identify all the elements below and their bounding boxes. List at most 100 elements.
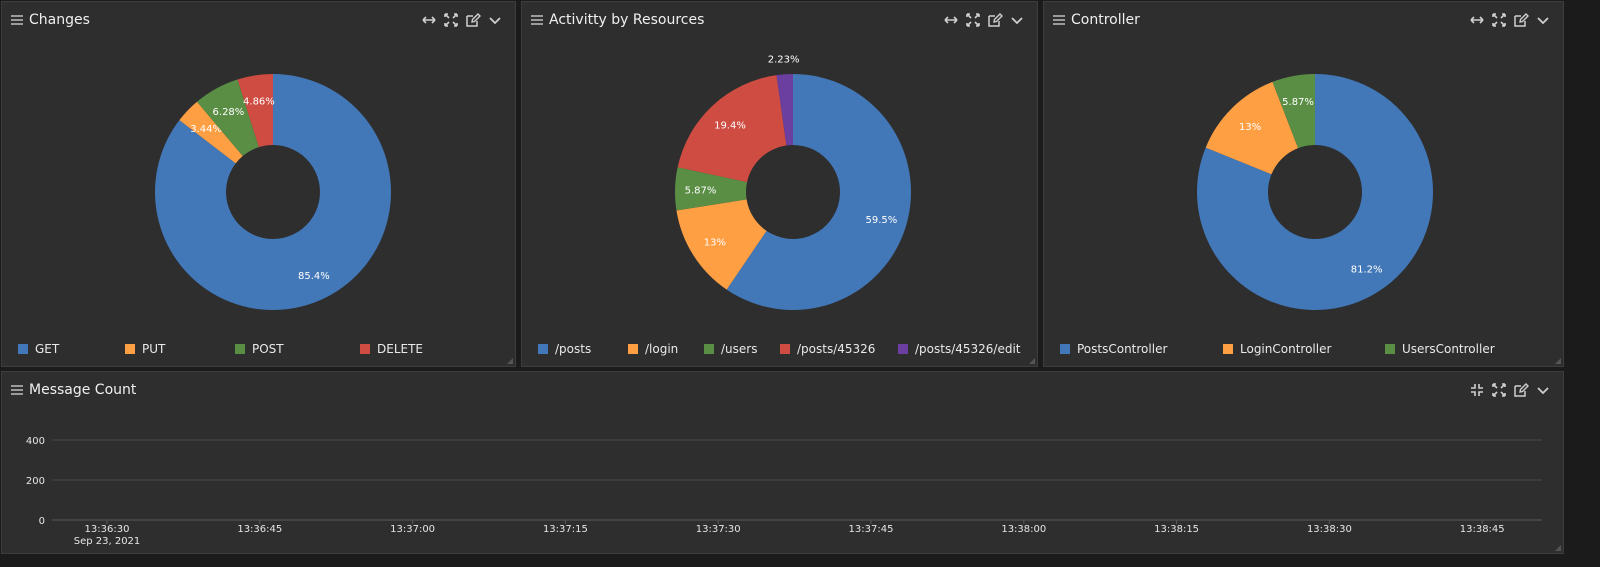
legend-swatch [360,344,370,354]
y-tick-label: 200 [26,476,45,487]
edit-icon[interactable] [1513,382,1529,398]
slice-label: 85.4% [298,271,330,282]
slice-posts-45326-edit[interactable] [776,74,793,146]
edit-icon[interactable] [465,12,481,28]
legend-swatch [1060,344,1070,354]
legend-item[interactable]: PostsController [1060,342,1167,356]
legend-item[interactable]: /posts/45326 [780,342,875,356]
x-tick-label: 13:36:45 [237,524,282,535]
slice-label: 59.5% [866,215,898,226]
slice-label: 19.4% [714,120,746,131]
x-tick-label: 13:37:00 [390,524,435,535]
collapse-icon[interactable] [1469,382,1485,398]
panel-controls [421,12,503,28]
legend-label: PUT [142,342,166,356]
legend-item[interactable]: /posts/45326/edit [898,342,1021,356]
slice-delete[interactable] [237,74,273,148]
slice-put[interactable] [179,101,243,164]
legend-swatch [18,344,28,354]
slice-label: 6.28% [213,107,245,118]
legend-swatch [628,344,638,354]
legend-item[interactable]: UsersController [1385,342,1495,356]
activity-legend: /posts/login/users/posts/45326/posts/453… [538,342,1021,358]
legend-swatch [538,344,548,354]
expand-horizontal-icon[interactable] [1469,12,1485,28]
changes-legend: GET PUT POST DELETE [18,342,499,358]
slice-userscontroller[interactable] [1272,74,1315,149]
legend-swatch [898,344,908,354]
resize-corner-icon[interactable] [1555,545,1561,551]
edit-icon[interactable] [987,12,1003,28]
panel-header[interactable]: Activitty by Resources [522,2,1037,40]
expand-horizontal-icon[interactable] [421,12,437,28]
x-tick-label: 13:37:45 [849,524,894,535]
legend-label: PostsController [1077,342,1168,356]
legend-label: DELETE [377,342,424,356]
panel-controls [1469,12,1551,28]
legend-item[interactable]: /users [704,342,757,356]
slice-label: 3.44% [190,124,222,135]
message-count-line-chart: 0 200 400 13:36:30 13:36:45 13:37:00 13:37:15 1… [26,436,1542,547]
slice-label: 4.86% [243,97,275,108]
y-tick-label: 400 [26,436,45,447]
activity-donut-chart: 59.5% 13% 5.87% 19.4% 2.23% [675,54,911,310]
slice-postscontroller[interactable] [1197,74,1433,310]
legend-swatch [235,344,245,354]
chevron-down-icon[interactable] [1535,12,1551,28]
chevron-down-icon[interactable] [487,12,503,28]
legend-label: /posts [555,342,592,356]
resize-corner-icon[interactable] [507,358,513,364]
legend-label: UsersController [1402,342,1495,356]
legend-item[interactable]: /posts [538,342,591,356]
drag-handle-icon[interactable] [1053,15,1065,25]
legend-swatch [1223,344,1233,354]
slice-posts[interactable] [726,74,911,310]
fullscreen-icon[interactable] [1491,382,1507,398]
x-tick-label: 13:38:30 [1307,524,1352,535]
panel-header[interactable]: Changes [2,2,515,40]
drag-handle-icon[interactable] [11,385,23,395]
legend-label: /posts/45326/edit [915,342,1021,356]
edit-icon[interactable] [1513,12,1529,28]
x-tick-label: 13:38:45 [1460,524,1505,535]
panel-title: Message Count [29,382,137,398]
slice-label: 2.23% [768,54,800,65]
expand-horizontal-icon[interactable] [943,12,959,28]
legend-item[interactable]: PUT [125,342,165,356]
legend-label: /posts/45326 [797,342,876,356]
legend-item[interactable]: POST [235,342,284,356]
panel-controls [943,12,1025,28]
chevron-down-icon[interactable] [1009,12,1025,28]
legend-item[interactable]: /login [628,342,678,356]
legend-item[interactable]: DELETE [360,342,423,356]
panel-header[interactable]: Message Count [2,372,1563,410]
slice-label: 13% [704,238,726,249]
slice-users[interactable] [675,167,748,211]
legend-label: POST [252,342,284,356]
resize-corner-icon[interactable] [1029,358,1035,364]
slice-label: 81.2% [1351,265,1383,276]
legend-item[interactable]: LoginController [1223,342,1331,356]
chevron-down-icon[interactable] [1535,382,1551,398]
y-tick-label: 0 [39,516,45,527]
slice-post[interactable] [196,79,259,157]
drag-handle-icon[interactable] [531,15,543,25]
x-tick-label: 13:36:30 [85,524,130,535]
controller-panel: Controller 81.2% 13% 5.87% PostsController… [1043,1,1564,367]
fullscreen-icon[interactable] [965,12,981,28]
slice-login[interactable] [676,199,767,290]
x-date-label: Sep 23, 2021 [74,536,141,547]
drag-handle-icon[interactable] [11,15,23,25]
message-count-panel: Message Count 0 200 400 13:36:30 13:36:45 13:… [1,371,1564,554]
panel-title: Changes [29,12,90,28]
fullscreen-icon[interactable] [443,12,459,28]
slice-posts-45326[interactable] [677,75,787,183]
panel-header[interactable]: Controller [1044,2,1563,40]
legend-item[interactable]: GET [18,342,59,356]
slice-get[interactable] [154,74,391,310]
x-tick-label: 13:37:30 [696,524,741,535]
x-tick-label: 13:37:15 [543,524,588,535]
slice-logincontroller[interactable] [1205,81,1299,175]
fullscreen-icon[interactable] [1491,12,1507,28]
resize-corner-icon[interactable] [1555,358,1561,364]
